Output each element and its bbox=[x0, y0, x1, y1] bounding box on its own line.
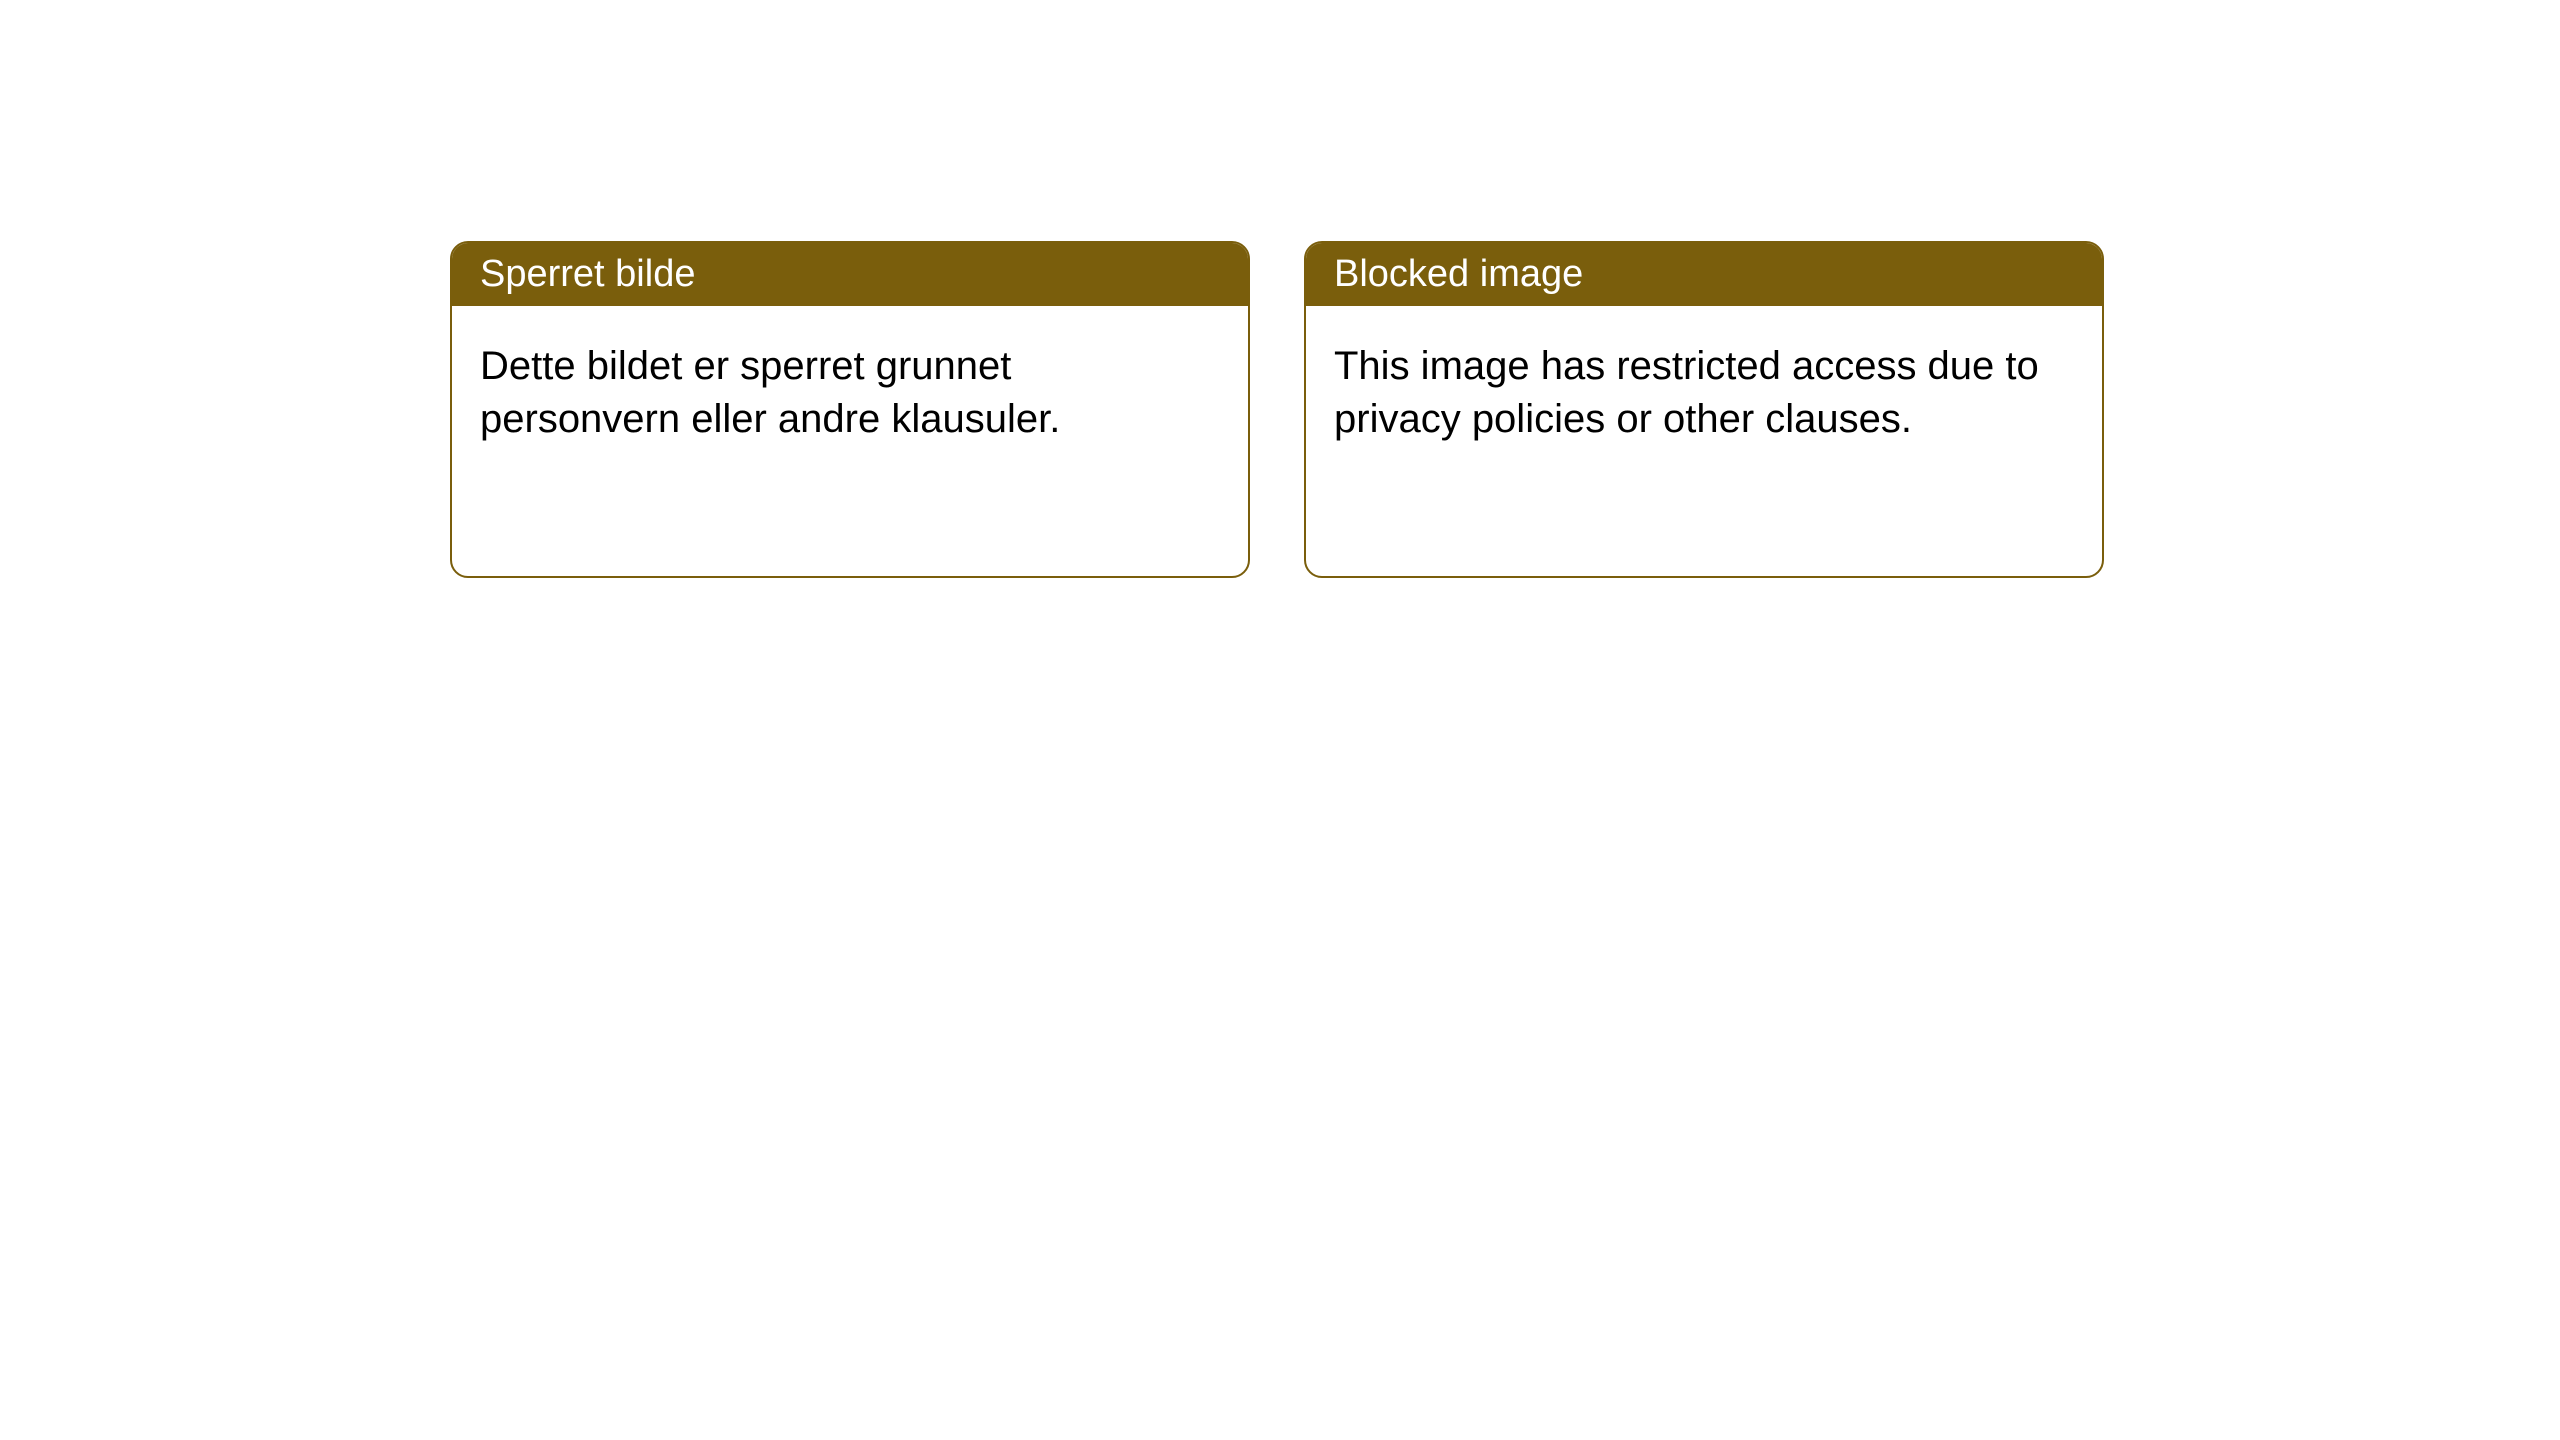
notice-container: Sperret bilde Dette bildet er sperret gr… bbox=[450, 241, 2104, 578]
notice-card-norwegian: Sperret bilde Dette bildet er sperret gr… bbox=[450, 241, 1250, 578]
notice-header: Sperret bilde bbox=[452, 243, 1248, 306]
notice-body: Dette bildet er sperret grunnet personve… bbox=[452, 306, 1248, 576]
notice-header: Blocked image bbox=[1306, 243, 2102, 306]
notice-card-english: Blocked image This image has restricted … bbox=[1304, 241, 2104, 578]
notice-body: This image has restricted access due to … bbox=[1306, 306, 2102, 576]
